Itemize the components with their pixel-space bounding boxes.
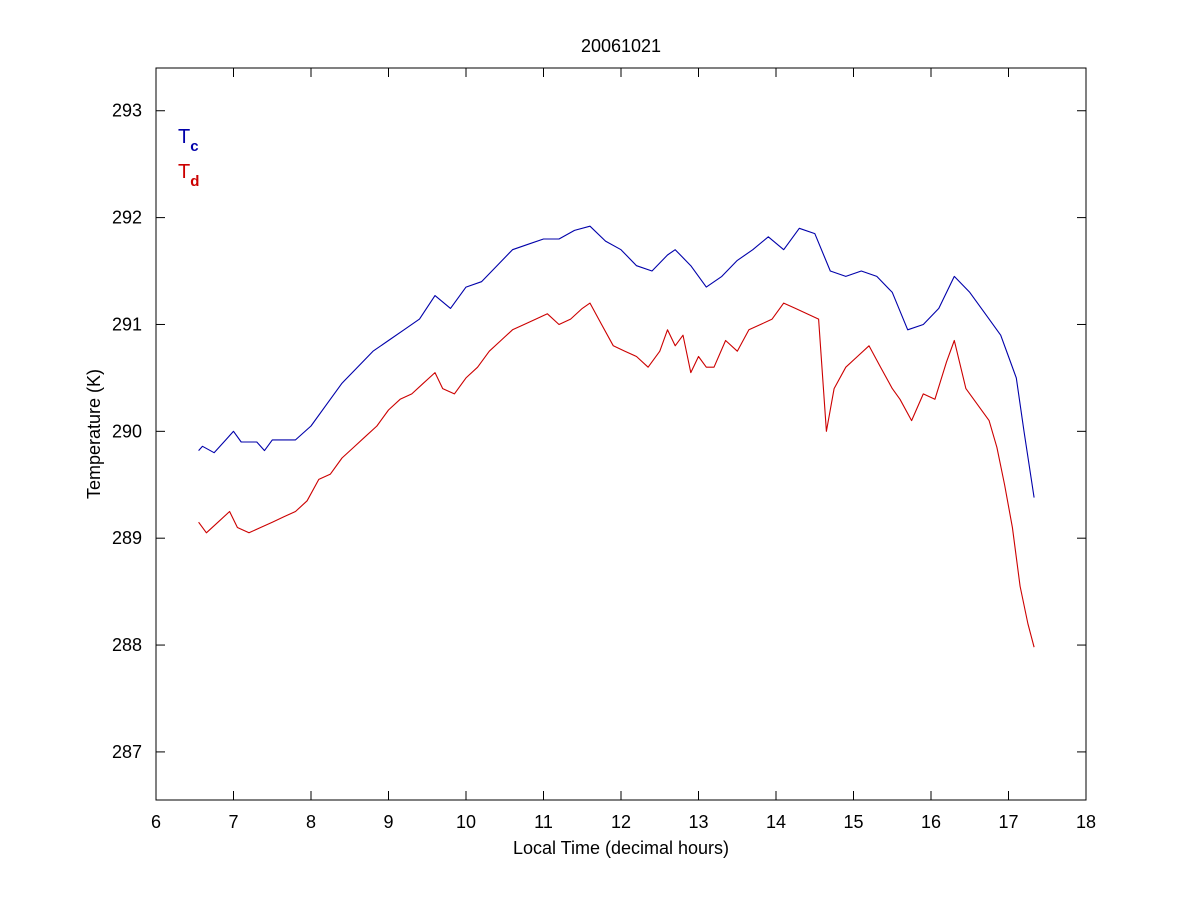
- x-tick-label: 12: [611, 812, 631, 832]
- y-tick-label: 287: [112, 742, 142, 762]
- x-axis: 6 7 8 9 10 11 12 13 14 15 16 17 18: [151, 68, 1096, 832]
- chart-title: 20061021: [581, 36, 661, 56]
- x-tick-label: 18: [1076, 812, 1096, 832]
- legend: Tc Td: [178, 126, 199, 190]
- x-axis-title: Local Time (decimal hours): [513, 838, 729, 858]
- y-tick-label: 290: [112, 421, 142, 441]
- x-tick-label: 16: [921, 812, 941, 832]
- x-tick-label: 6: [151, 812, 161, 832]
- x-tick-label: 17: [998, 812, 1018, 832]
- y-tick-label: 292: [112, 208, 142, 228]
- y-tick-label: 288: [112, 635, 142, 655]
- x-tick-label: 10: [456, 812, 476, 832]
- plot-frame: [155, 67, 1087, 801]
- y-tick-label: 289: [112, 528, 142, 548]
- x-tick-label: 15: [843, 812, 863, 832]
- x-tick-label: 8: [306, 812, 316, 832]
- x-tick-label: 9: [383, 812, 393, 832]
- y-axis-title: Temperature (K): [84, 369, 104, 499]
- x-tick-label: 11: [534, 812, 553, 832]
- x-tick-label: 7: [228, 812, 238, 832]
- series-line-d: [198, 302, 1035, 648]
- series-layer: [198, 225, 1035, 648]
- series-line-c: [198, 225, 1035, 498]
- x-tick-label: 13: [688, 812, 708, 832]
- y-tick-label: 293: [112, 101, 142, 121]
- x-tick-label: 14: [766, 812, 786, 832]
- legend-entry-c: Tc: [178, 126, 199, 155]
- legend-entry-d: Td: [178, 161, 199, 190]
- y-axis: 287 288 289 290 291 292 293: [112, 101, 1086, 762]
- y-tick-label: 291: [112, 314, 142, 334]
